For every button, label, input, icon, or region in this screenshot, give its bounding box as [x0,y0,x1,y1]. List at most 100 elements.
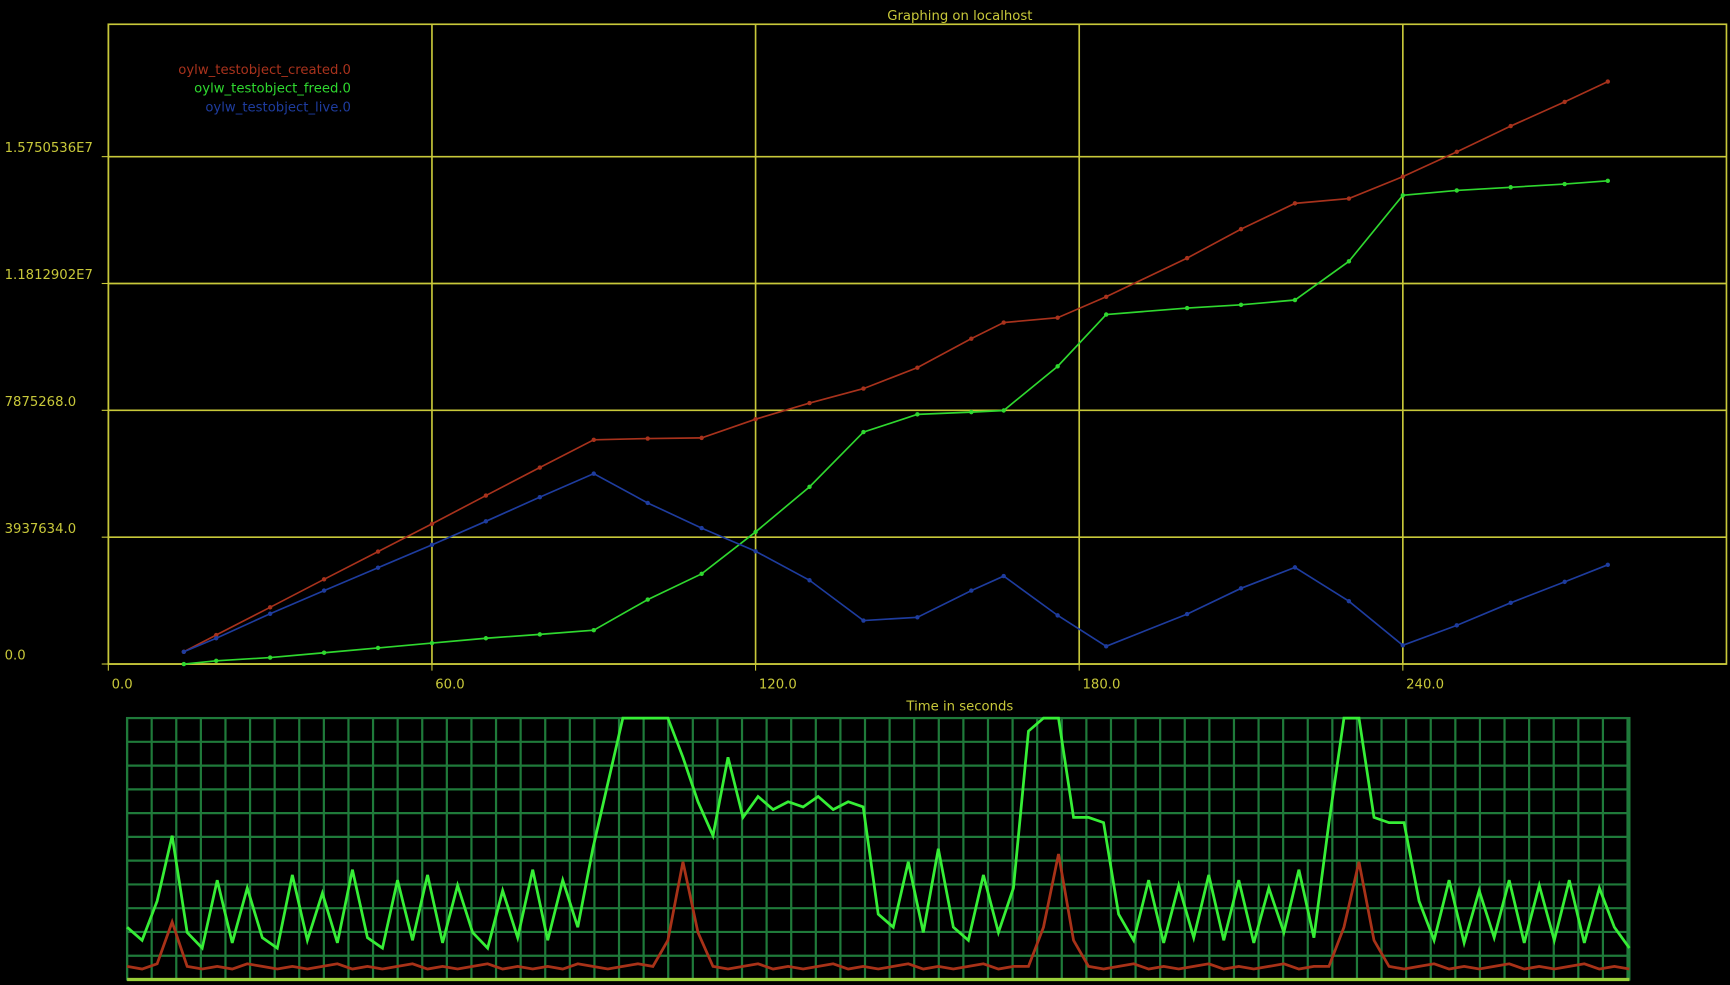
data-point [321,650,327,655]
data-point [915,412,920,417]
y-tick-label: 1.1812902E7 [5,268,93,283]
data-point [1001,573,1006,579]
data-point [591,627,596,633]
data-point [1605,562,1611,568]
data-point [1103,294,1109,299]
data-point [213,636,219,641]
data-point [213,632,219,638]
data-point [1454,149,1459,155]
data-point [1238,226,1244,232]
data-point [1184,611,1190,617]
data-point [1103,312,1109,317]
data-point [645,436,650,441]
data-point [1605,178,1611,184]
data-point [969,409,974,415]
data-point [181,649,187,654]
data-point [645,500,650,506]
data-point [591,437,596,443]
data-point [1346,196,1352,201]
data-point [915,365,920,370]
data-point [537,494,543,500]
data-point [861,386,866,391]
data-point [1292,565,1298,570]
data-point [753,529,758,535]
data-point [1055,364,1060,369]
data-point [483,519,489,524]
data-point [1184,305,1190,311]
data-point [1562,181,1567,187]
data-point [267,655,273,660]
data-point [375,565,381,570]
y-tick-label: 7875268.0 [5,395,76,410]
data-point [1103,644,1109,649]
data-point [537,632,543,637]
data-point [375,549,381,554]
series-line [183,80,1609,653]
data-point [1001,408,1006,413]
x-tick-label: 0.0 [112,677,133,692]
data-point [1001,320,1006,325]
data-point [1055,315,1060,320]
chart-title: Graphing on localhost [887,9,1032,24]
data-point [1184,255,1190,261]
data-point [645,597,650,602]
x-tick-label: 180.0 [1083,677,1121,692]
data-point [1562,579,1567,585]
data-point [537,465,543,470]
data-point [429,521,435,527]
data-point [915,615,920,620]
data-point [1238,586,1244,591]
data-point [1508,600,1513,606]
data-point [591,471,596,476]
data-point [969,336,974,341]
x-tick-label: 60.0 [435,677,464,692]
series-line [126,716,1631,951]
plot-frame [125,716,1631,981]
legend-label: oylw_testobject_freed.0 [194,82,351,97]
data-point [1238,302,1244,308]
data-point [321,588,327,593]
data-point [699,435,704,441]
y-tick-label: 1.5750536E7 [5,141,93,156]
data-point [181,661,187,667]
data-point [1400,643,1406,648]
data-point [429,640,435,646]
data-point [375,645,381,651]
data-point [483,636,489,641]
data-point [1562,99,1567,105]
data-point [1292,201,1298,206]
data-point [1292,297,1298,303]
data-point [1454,188,1459,193]
data-point [699,571,704,577]
data-point [969,588,974,593]
data-point [1055,613,1060,618]
data-point [1508,123,1513,129]
data-point [699,525,704,531]
data-point [1346,259,1352,264]
data-point [1346,598,1352,604]
data-point [753,549,758,554]
series-line [126,853,1630,971]
data-point [807,484,812,490]
x-tick-label: 240.0 [1406,677,1444,692]
data-point [267,605,273,610]
data-point [1508,185,1513,190]
x-tick-label: 120.0 [759,677,797,692]
data-point [429,542,435,548]
data-point [807,578,812,583]
data-point [861,429,866,435]
data-point [1605,79,1611,84]
legend-label: oylw_testobject_live.0 [205,100,351,115]
legend-label: oylw_testobject_created.0 [178,63,351,78]
y-tick-label: 0.0 [5,649,26,664]
x-axis-label: Time in seconds [905,699,1013,714]
y-tick-label: 3937634.0 [5,522,76,537]
data-point [213,658,219,664]
data-point [267,611,273,616]
data-point [861,618,866,623]
data-point [483,493,489,498]
data-point [1400,174,1406,179]
data-point [1400,193,1406,198]
series-line [183,472,1609,653]
